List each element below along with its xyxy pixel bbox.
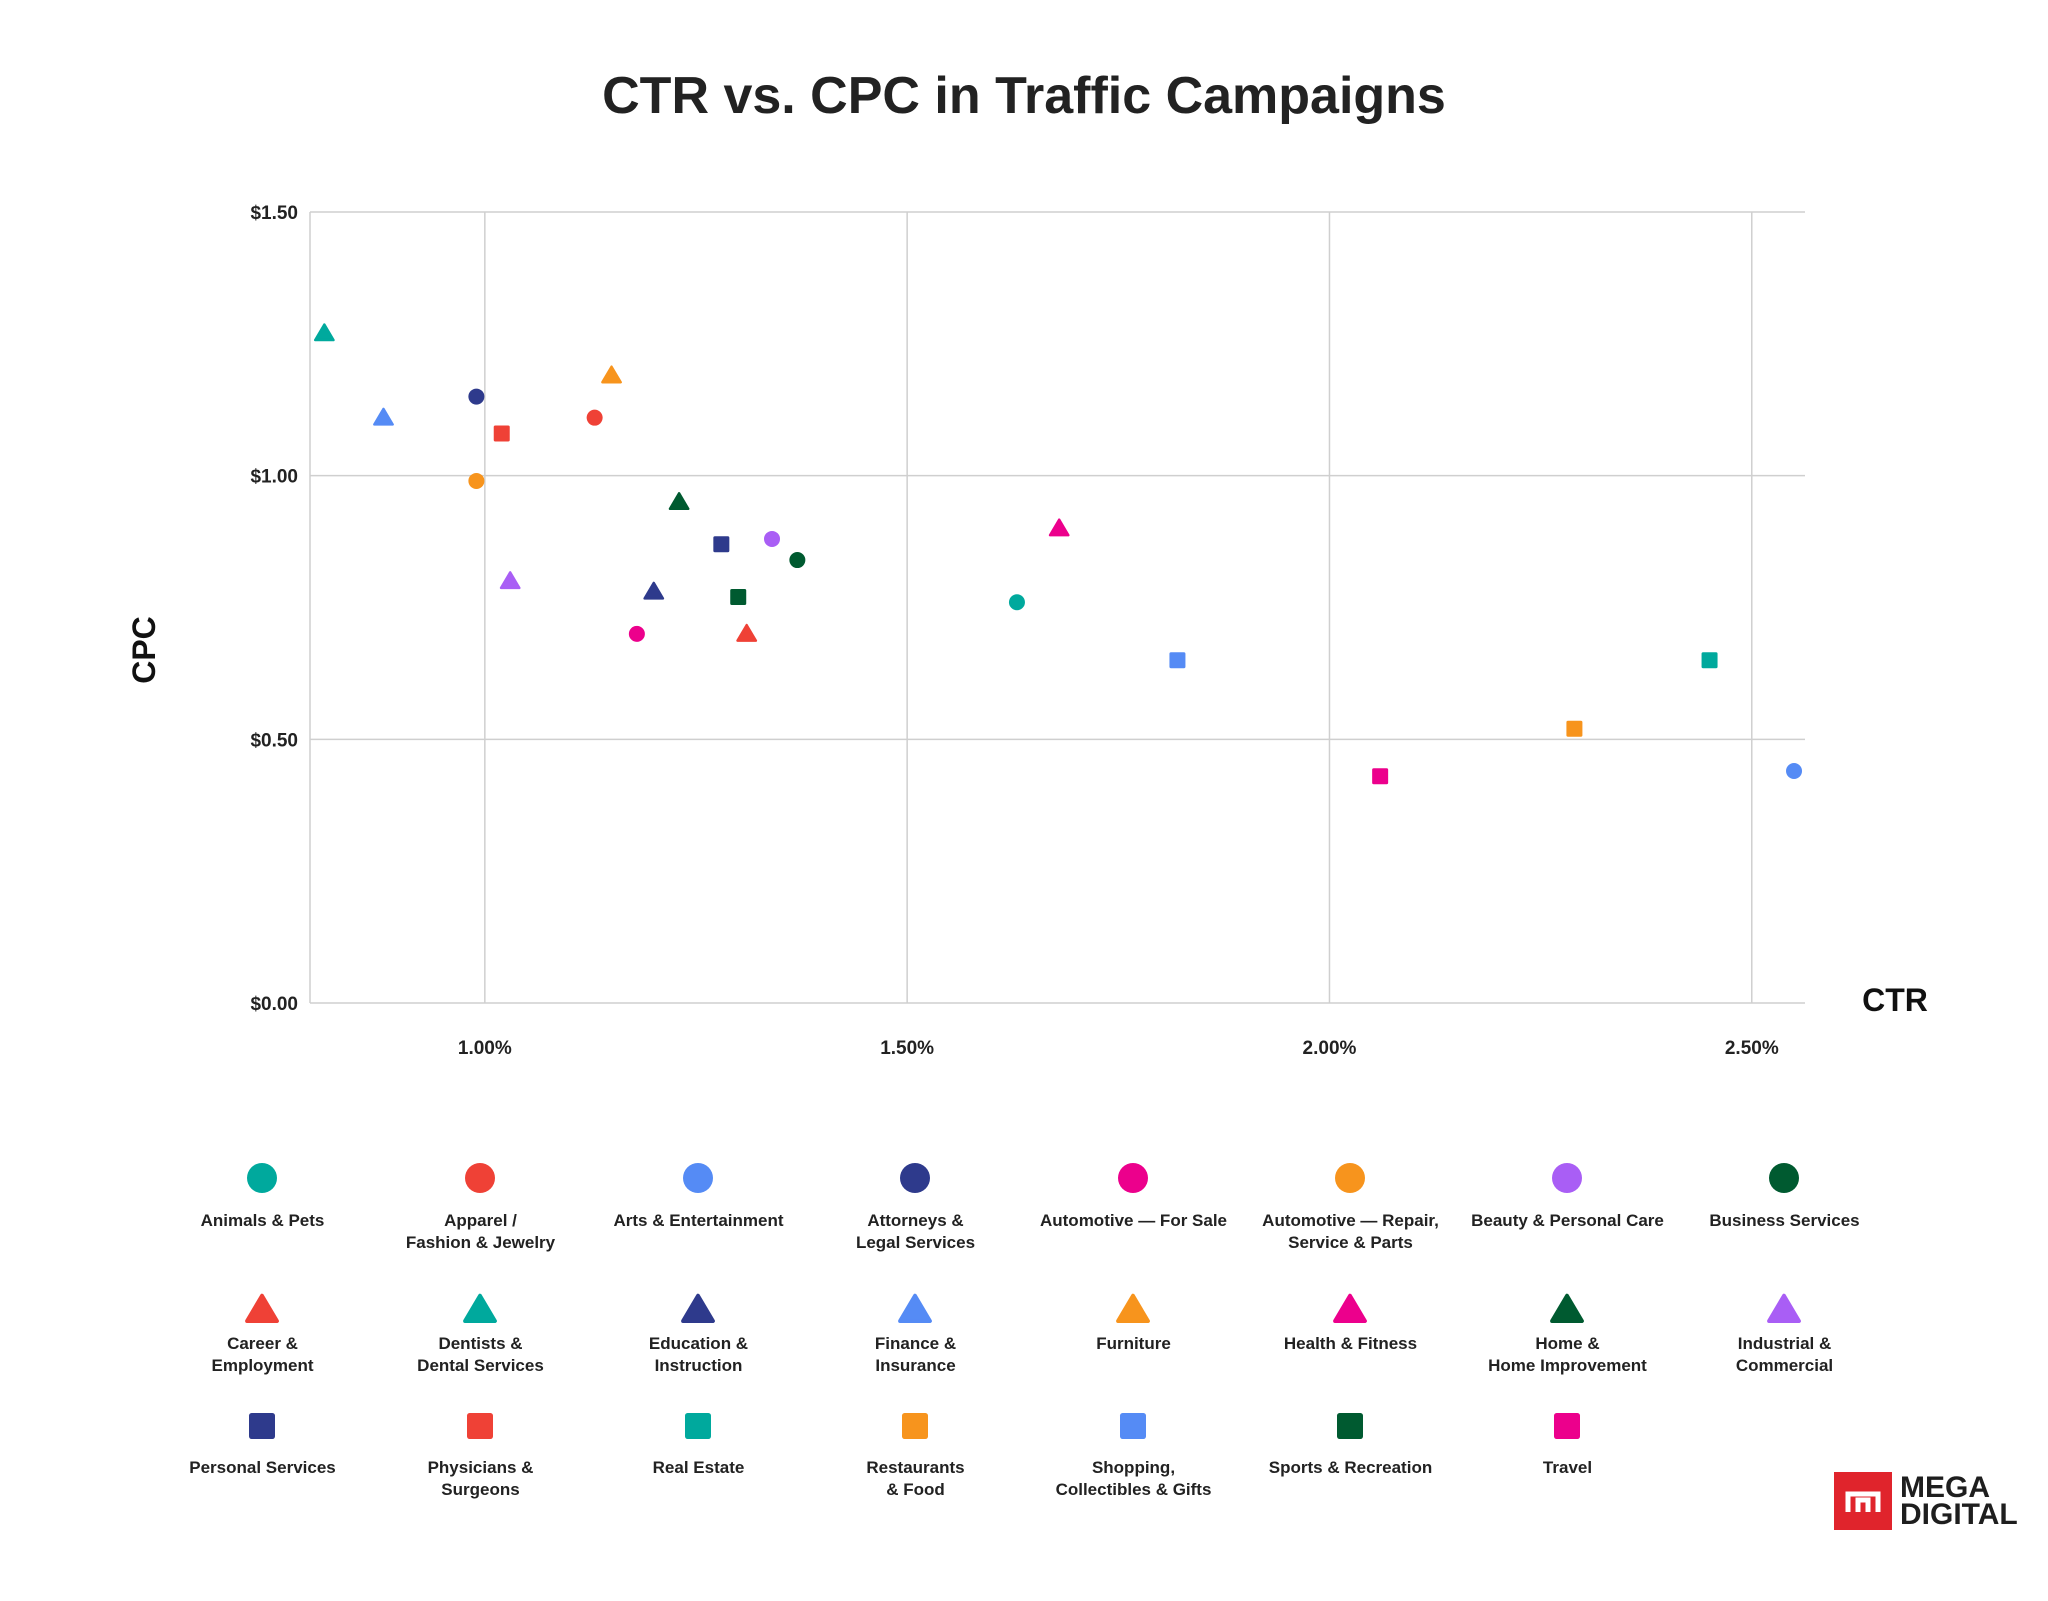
- legend-marker: [249, 1413, 275, 1439]
- y-tick-label: $0.00: [250, 994, 298, 1015]
- data-point: [1566, 720, 1583, 737]
- legend-marker: [1767, 1293, 1801, 1323]
- y-tick-label: $0.50: [250, 730, 298, 751]
- legend-label: Automotive — Repair, Service & Parts: [1262, 1211, 1439, 1252]
- legend-label: Animals & Pets: [200, 1211, 325, 1230]
- legend-label: Attorneys & Legal Services: [855, 1211, 976, 1252]
- legend-label: Industrial & Commercial: [1735, 1334, 1834, 1375]
- data-point: [468, 472, 485, 489]
- data-point: [789, 552, 806, 569]
- legend-marker: [1337, 1413, 1363, 1439]
- legend-label: Real Estate: [652, 1458, 745, 1477]
- legend-label: Restaurants & Food: [866, 1458, 965, 1499]
- data-point: [764, 530, 781, 547]
- legend-label: Apparel / Fashion & Jewelry: [405, 1211, 556, 1252]
- data-point: [713, 536, 730, 553]
- legend-marker: [898, 1293, 932, 1323]
- legend-label: Finance & Insurance: [874, 1334, 957, 1375]
- y-tick-label: $1.50: [250, 203, 298, 224]
- legend-label: Sports & Recreation: [1268, 1458, 1433, 1477]
- legend-marker: [683, 1163, 713, 1193]
- legend-label: Health & Fitness: [1283, 1334, 1418, 1353]
- data-point: [730, 588, 747, 605]
- legend-marker: [1120, 1413, 1146, 1439]
- legend-label: Home & Home Improvement: [1488, 1334, 1647, 1375]
- legend-label: Automotive — For Sale: [1039, 1211, 1228, 1230]
- x-tick-label: 1.00%: [458, 1038, 512, 1059]
- legend-marker: [681, 1293, 715, 1323]
- data-point: [1169, 652, 1186, 669]
- legend-marker: [1118, 1163, 1148, 1193]
- legend-marker: [1550, 1293, 1584, 1323]
- legend-marker: [245, 1293, 279, 1323]
- legend-marker: [467, 1413, 493, 1439]
- data-point: [1372, 768, 1389, 785]
- data-point: [1786, 762, 1803, 779]
- x-tick-label: 2.00%: [1303, 1038, 1357, 1059]
- legend-marker: [1554, 1413, 1580, 1439]
- mega-digital-logo: MEGA DIGITAL: [1834, 1472, 2018, 1530]
- legend-marker: [1335, 1163, 1365, 1193]
- legend-marker: [685, 1413, 711, 1439]
- legend-label: Dentists & Dental Services: [417, 1334, 544, 1375]
- data-point: [493, 425, 510, 442]
- data-point: [643, 581, 665, 600]
- y-tick-label: $1.00: [250, 467, 298, 488]
- y-axis-label: CPC: [126, 616, 162, 684]
- legend-marker: [1333, 1293, 1367, 1323]
- legend-marker: [902, 1413, 928, 1439]
- data-point: [668, 492, 690, 511]
- logo-text-mega: MEGA: [1900, 1471, 1990, 1504]
- x-tick-label: 2.50%: [1725, 1038, 1779, 1059]
- legend-marker: [463, 1293, 497, 1323]
- legend-marker: [465, 1163, 495, 1193]
- data-point: [468, 388, 485, 405]
- legend-label: Travel: [1542, 1458, 1593, 1477]
- data-point: [1048, 518, 1070, 537]
- logo-text-digital: DIGITAL: [1900, 1498, 2018, 1531]
- legend-marker: [247, 1163, 277, 1193]
- data-point: [1008, 594, 1025, 611]
- data-point: [601, 365, 622, 384]
- legend-label: Furniture: [1096, 1334, 1171, 1353]
- x-axis-label: CTR: [1862, 982, 1928, 1018]
- legend-label: Arts & Entertainment: [613, 1211, 784, 1230]
- x-tick-label: 1.50%: [880, 1038, 934, 1059]
- data-point: [373, 407, 394, 426]
- legend-marker: [1116, 1293, 1150, 1323]
- data-point: [736, 623, 758, 642]
- data-point: [628, 625, 645, 642]
- chart-title: CTR vs. CPC in Traffic Campaigns: [602, 67, 1446, 125]
- legend-label: Physicians & Surgeons: [427, 1458, 534, 1499]
- data-point: [1701, 652, 1718, 669]
- legend-marker: [1552, 1163, 1582, 1193]
- data-point: [499, 571, 521, 590]
- legend-label: Shopping, Collectibles & Gifts: [1055, 1458, 1212, 1499]
- legend-label: Business Services: [1709, 1211, 1860, 1230]
- legend-label: Personal Services: [189, 1458, 336, 1477]
- legend-marker: [900, 1163, 930, 1193]
- legend-label: Education & Instruction: [648, 1334, 749, 1375]
- legend-label: Beauty & Personal Care: [1471, 1211, 1664, 1230]
- legend-label: Career & Employment: [211, 1334, 314, 1375]
- data-point: [313, 323, 335, 342]
- logo-mark-icon: [1834, 1472, 1892, 1530]
- legend-marker: [1769, 1163, 1799, 1193]
- data-point: [586, 409, 603, 426]
